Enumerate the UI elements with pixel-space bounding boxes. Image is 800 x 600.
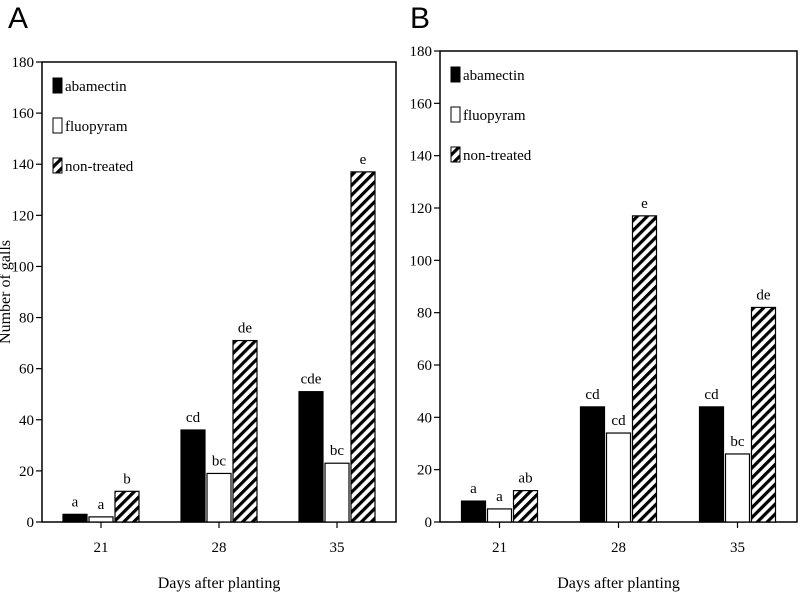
bar-non-treated-day-21 [512, 490, 539, 523]
legend-swatch-fluopyram [450, 106, 461, 123]
bar-abamectin-day-35 [298, 391, 324, 523]
bar-significance-label: cd [585, 387, 600, 403]
panel-label: B [410, 2, 430, 35]
legend-label-abamectin: abamectin [65, 79, 127, 95]
y-axis-label: Number of galls [0, 240, 14, 344]
bar-significance-label: de [238, 321, 253, 337]
bar-significance-label: cde [301, 372, 322, 388]
legend-swatch-fluopyram [52, 117, 63, 134]
bar-significance-label: a [72, 494, 79, 510]
y-tick-label: 20 [19, 464, 34, 480]
bar-fluopyram-day-21 [88, 516, 114, 523]
bar-fluopyram-day-21 [486, 508, 513, 523]
y-tick-label: 180 [12, 55, 35, 71]
x-axis-label: Days after planting [557, 575, 680, 592]
bar-abamectin-day-35 [698, 406, 725, 523]
y-tick-label: 100 [12, 259, 35, 275]
bar-significance-label: e [641, 196, 648, 212]
legend-swatch-non-treated [450, 146, 461, 163]
legend-swatch-abamectin [52, 77, 63, 94]
bar-significance-label: e [360, 152, 367, 168]
bar-significance-label: cd [704, 387, 719, 403]
y-tick-label: 100 [410, 253, 433, 269]
bar-abamectin-day-21 [62, 513, 88, 523]
panel-a-chart: A 0 20 40 60 80 100 120 140 160 180 Number of galls… [0, 2, 397, 592]
bar-significance-label: b [123, 471, 131, 487]
y-tick-label: 40 [417, 410, 432, 426]
legend-swatch-non-treated [52, 157, 63, 174]
y-tick-label: 40 [19, 413, 34, 429]
bar-significance-label: a [496, 489, 503, 505]
bar-significance-label: de [756, 287, 771, 303]
legend-label-fluopyram: fluopyram [65, 119, 128, 135]
legend-label-non-treated: non-treated [463, 148, 532, 164]
legend-label-non-treated: non-treated [65, 159, 134, 175]
bar-fluopyram-day-28 [206, 472, 232, 523]
y-tick-label: 60 [417, 358, 432, 374]
y-tick-label: 120 [12, 208, 35, 224]
bar-non-treated-day-21 [114, 490, 140, 523]
y-tick-label: 20 [417, 463, 432, 479]
bar-abamectin-day-28 [180, 429, 206, 523]
bar-abamectin-day-28 [579, 406, 606, 523]
bar-significance-label: a [470, 481, 477, 497]
bar-non-treated-day-28 [631, 215, 658, 523]
y-tick-label: 0 [27, 515, 35, 531]
x-tick-label: 21 [492, 540, 507, 556]
y-tick-label: 60 [19, 362, 34, 378]
bar-significance-label: bc [730, 434, 745, 450]
y-tick-label: 80 [417, 306, 432, 322]
x-tick-label: 28 [611, 540, 626, 556]
bar-non-treated-day-35 [350, 171, 376, 523]
bar-significance-label: bc [330, 443, 345, 459]
y-tick-label: 180 [410, 44, 433, 60]
x-axis-label: Days after planting [158, 575, 281, 592]
bar-non-treated-day-28 [232, 339, 258, 523]
x-tick-label: 21 [94, 540, 109, 556]
legend-label-abamectin: abamectin [463, 68, 525, 84]
legend-swatch-abamectin [450, 66, 461, 83]
bar-significance-label: cd [186, 410, 201, 426]
x-tick-label: 35 [330, 540, 345, 556]
y-tick-label: 80 [19, 311, 34, 327]
x-tick-label: 28 [212, 540, 227, 556]
legend-label-fluopyram: fluopyram [463, 108, 526, 124]
y-tick-label: 140 [12, 157, 35, 173]
bar-fluopyram-day-35 [724, 453, 751, 523]
bar-fluopyram-day-28 [605, 432, 632, 523]
bar-significance-label: ab [518, 471, 532, 487]
x-tick-label: 35 [730, 540, 745, 556]
bar-non-treated-day-35 [750, 306, 777, 523]
y-tick-label: 140 [410, 149, 433, 165]
y-tick-label: 160 [12, 106, 35, 122]
bar-significance-label: a [98, 497, 105, 513]
bar-abamectin-day-21 [460, 500, 487, 523]
panel-label: A [8, 2, 28, 35]
bar-fluopyram-day-35 [324, 462, 350, 523]
bar-significance-label: bc [212, 453, 227, 469]
y-tick-label: 160 [410, 96, 433, 112]
y-tick-label: 120 [410, 201, 433, 217]
y-tick-label: 0 [425, 515, 433, 531]
bar-significance-label: cd [611, 413, 626, 429]
